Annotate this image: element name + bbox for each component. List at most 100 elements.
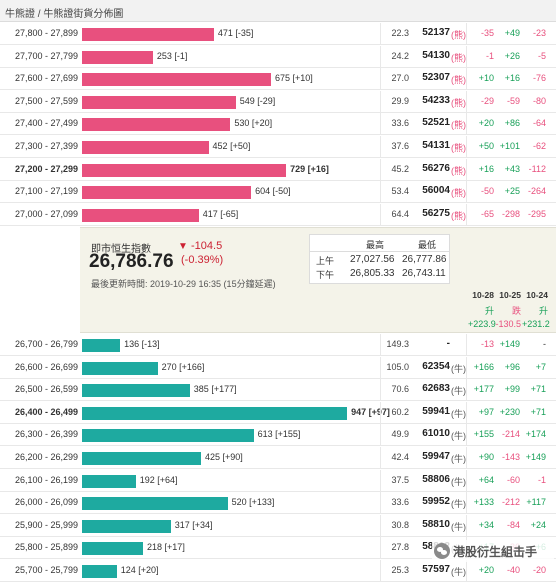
warrant-code-link[interactable]: 58806 bbox=[422, 473, 450, 485]
price-range: 26,300 - 26,399 bbox=[14, 429, 78, 440]
warrant-type-tag: (牛) bbox=[451, 567, 466, 577]
volume-amount: 417 [-65] bbox=[202, 208, 239, 219]
divider bbox=[380, 447, 381, 469]
daily-change: +43 bbox=[504, 163, 520, 174]
price-range: 27,500 - 27,599 bbox=[14, 95, 78, 106]
divider bbox=[466, 514, 467, 537]
divider bbox=[380, 158, 381, 181]
warrant-type-tag: (熊) bbox=[451, 52, 466, 63]
distance-value: 24.2 bbox=[391, 50, 409, 61]
distance-value: 70.6 bbox=[391, 384, 409, 395]
table-row: 26,500 - 26,599 385 [+177] 70.6 62683 (牛) +17… bbox=[0, 379, 556, 402]
divider bbox=[466, 158, 467, 181]
volume-amount: 136 [-13] bbox=[124, 339, 160, 349]
divider bbox=[466, 68, 467, 91]
daily-change: +71 bbox=[530, 384, 546, 395]
distance-value: 25.3 bbox=[391, 565, 409, 575]
warrant-code-link[interactable]: 59941 bbox=[422, 405, 450, 417]
index-change: -104.5 bbox=[191, 240, 223, 252]
daily-change: +86 bbox=[504, 118, 520, 129]
warrant-code-link[interactable]: 59952 bbox=[422, 496, 450, 508]
direction-label: 升 bbox=[538, 306, 548, 316]
daily-total: +223.9 bbox=[468, 319, 496, 329]
price-range: 27,400 - 27,499 bbox=[14, 118, 78, 129]
daily-total: +231.2 bbox=[522, 319, 550, 329]
warrant-code-link[interactable]: 59947 bbox=[422, 451, 450, 462]
daily-change: +149 bbox=[499, 339, 520, 349]
warrant-code-link[interactable]: 62354 bbox=[422, 360, 450, 372]
table-row: 26,000 - 26,099 520 [+133] 33.6 59952 (牛) +13… bbox=[0, 492, 556, 515]
pm-high: 26,805.33 bbox=[350, 268, 395, 279]
divider bbox=[380, 401, 381, 424]
volume-amount: 452 [+50] bbox=[212, 141, 251, 151]
divider bbox=[380, 469, 381, 492]
warrant-type-tag: (熊) bbox=[451, 120, 466, 131]
table-row: 27,600 - 27,699 675 [+10] 27.0 52307 (熊) +10 +… bbox=[0, 68, 556, 91]
warrant-code-link[interactable]: 57597 bbox=[422, 564, 450, 575]
divider bbox=[380, 334, 381, 356]
volume-bar bbox=[82, 95, 236, 109]
divider bbox=[380, 424, 381, 447]
volume-amount: 675 [+10] bbox=[275, 73, 313, 84]
daily-change: +133 bbox=[473, 497, 494, 508]
warrant-code-link[interactable]: 58810 bbox=[422, 518, 450, 530]
warrant-code-link[interactable]: 61010 bbox=[422, 428, 450, 440]
table-row: 25,900 - 25,999 317 [+34] 30.8 58810 (牛) +34 -… bbox=[0, 514, 556, 537]
warrant-code-link[interactable]: 54233 bbox=[422, 94, 450, 106]
daily-change: +10 bbox=[478, 73, 494, 84]
warrant-code-link[interactable]: - bbox=[446, 338, 450, 349]
warrant-type-tag: (牛) bbox=[451, 431, 466, 442]
price-range: 27,700 - 27,799 bbox=[14, 50, 78, 61]
daily-total: -130.5 bbox=[495, 319, 521, 329]
warrant-code-link[interactable]: 54131 bbox=[422, 140, 450, 151]
warrant-code-link[interactable]: 52137 bbox=[422, 27, 450, 38]
volume-bar bbox=[82, 186, 252, 200]
warrant-code-link[interactable]: 62683 bbox=[422, 383, 450, 395]
divider bbox=[380, 514, 381, 537]
price-range: 26,200 - 26,299 bbox=[14, 452, 78, 462]
daily-change: +20 bbox=[478, 118, 494, 129]
warrant-code-link[interactable]: 56004 bbox=[422, 185, 450, 197]
warrant-code-link[interactable]: 52307 bbox=[422, 72, 450, 84]
volume-amount: 471 [-35] bbox=[217, 28, 254, 38]
warrant-code-link[interactable]: 54130 bbox=[422, 49, 450, 61]
warrant-type-tag: (牛) bbox=[451, 363, 466, 374]
am-low: 26,777.86 bbox=[402, 254, 447, 265]
price-range: 25,800 - 25,899 bbox=[14, 542, 78, 553]
volume-amount: 549 [-29] bbox=[239, 95, 276, 106]
distance-value: 27.0 bbox=[391, 73, 409, 84]
divider bbox=[380, 537, 381, 560]
daily-change: +177 bbox=[473, 384, 494, 395]
warrant-code-link[interactable]: 56276 bbox=[422, 162, 450, 174]
daily-change: -112 bbox=[528, 163, 546, 174]
daily-change: -40 bbox=[506, 565, 520, 575]
table-row: 26,400 - 26,499 947 [+97] 60.2 59941 (牛) +97 +… bbox=[0, 401, 556, 424]
daily-change: +64 bbox=[478, 474, 494, 485]
distance-value: 33.6 bbox=[391, 118, 409, 129]
volume-bar bbox=[82, 542, 144, 556]
daily-change: +71 bbox=[530, 406, 546, 417]
table-row: 26,600 - 26,699 270 [+166] 105.0 62354 (牛) +1… bbox=[0, 356, 556, 379]
volume-bar bbox=[82, 474, 136, 488]
warrant-type-tag: (熊) bbox=[451, 143, 466, 153]
warrant-code-link[interactable]: 52521 bbox=[422, 117, 450, 129]
breadcrumb: 牛熊證 / 牛熊證街貨分佈圖 bbox=[0, 0, 556, 22]
price-range: 25,700 - 25,799 bbox=[14, 565, 78, 575]
table-row: 27,100 - 27,199 604 [-50] 53.4 56004 (熊) -50 +… bbox=[0, 181, 556, 204]
divider bbox=[380, 560, 381, 582]
price-range: 26,100 - 26,199 bbox=[14, 474, 78, 485]
table-row: 27,000 - 27,099 417 [-65] 64.4 56275 (熊) -65-… bbox=[0, 203, 556, 226]
volume-bar bbox=[82, 406, 348, 420]
warrant-code-link[interactable]: 56275 bbox=[422, 207, 450, 219]
pm-label: 下午 bbox=[316, 270, 335, 280]
daily-change: +24 bbox=[530, 519, 546, 530]
volume-amount: 729 [+16] bbox=[290, 163, 329, 174]
index-value: 26,786.76 bbox=[89, 251, 174, 272]
direction-label: 升 bbox=[484, 306, 494, 316]
high-low-table: 最高 最低 上午 27,027.56 26,777.86 下午 26,805.3… bbox=[309, 234, 450, 284]
warrant-type-tag: (熊) bbox=[451, 30, 466, 40]
warrant-type-tag: (牛) bbox=[451, 408, 466, 419]
volume-bar bbox=[82, 452, 201, 465]
volume-bar bbox=[82, 384, 190, 398]
price-range: 27,000 - 27,099 bbox=[14, 208, 78, 219]
